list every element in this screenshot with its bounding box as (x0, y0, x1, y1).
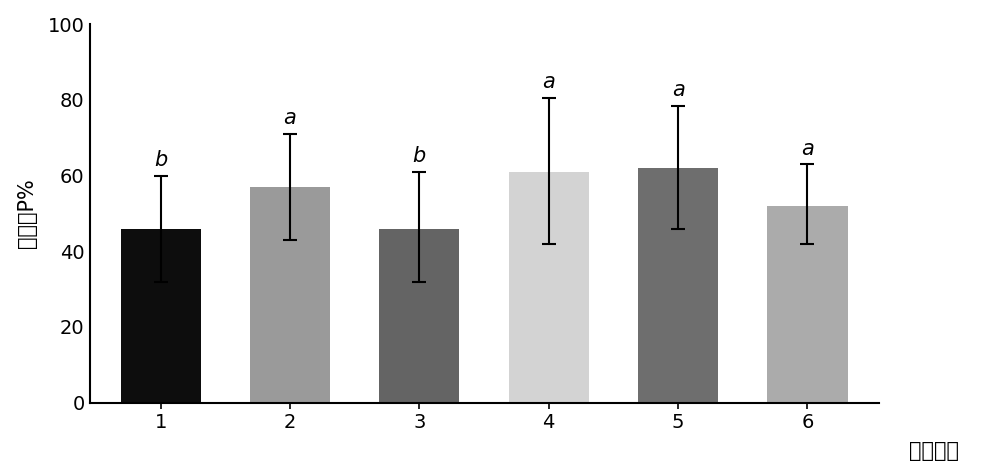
X-axis label: 处理组别: 处理组别 (909, 440, 959, 461)
Bar (121, 228, 201, 403)
Y-axis label: 萌发率P%: 萌发率P% (17, 178, 37, 248)
Text: a: a (284, 108, 296, 128)
Text: a: a (801, 139, 814, 159)
Text: a: a (672, 80, 684, 100)
Text: a: a (542, 72, 555, 92)
Bar (767, 206, 848, 403)
Bar (638, 168, 718, 403)
Bar (250, 187, 330, 403)
Text: b: b (413, 146, 426, 166)
Bar (509, 172, 589, 403)
Bar (379, 228, 459, 403)
Text: b: b (154, 150, 167, 170)
